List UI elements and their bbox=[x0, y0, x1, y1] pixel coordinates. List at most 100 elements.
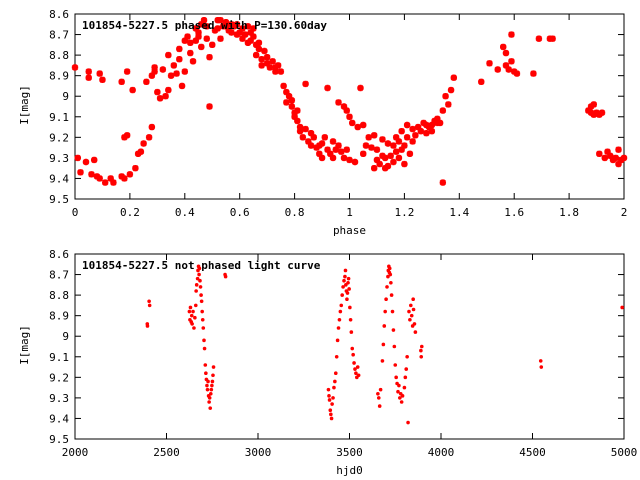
data-point bbox=[411, 297, 415, 302]
data-point bbox=[181, 68, 188, 75]
data-point bbox=[423, 121, 430, 129]
x-tick-label: 5000 bbox=[611, 446, 638, 459]
data-point bbox=[419, 344, 424, 349]
data-point bbox=[318, 140, 326, 147]
data-point bbox=[121, 134, 128, 141]
x-tick-label: 1.6 bbox=[504, 206, 524, 219]
data-point bbox=[176, 56, 183, 63]
data-point bbox=[392, 148, 400, 155]
plot-title: 101854-5227.5 not phased light curve bbox=[82, 259, 321, 272]
data-point bbox=[406, 150, 414, 157]
data-point bbox=[208, 391, 213, 396]
data-point bbox=[85, 74, 92, 81]
data-point bbox=[349, 330, 354, 334]
data-point bbox=[587, 109, 595, 116]
data-point bbox=[82, 158, 90, 166]
data-point bbox=[368, 144, 375, 151]
data-point bbox=[96, 175, 103, 182]
data-point bbox=[329, 412, 333, 417]
data-point bbox=[601, 154, 608, 162]
data-point bbox=[231, 23, 238, 30]
data-point bbox=[414, 123, 422, 131]
data-point bbox=[228, 21, 235, 28]
data-point bbox=[362, 142, 370, 149]
data-point bbox=[209, 41, 216, 49]
data-point bbox=[326, 387, 331, 392]
data-point bbox=[360, 150, 367, 157]
data-point bbox=[167, 72, 175, 79]
data-point bbox=[500, 43, 507, 51]
data-point bbox=[189, 58, 197, 65]
data-point bbox=[434, 115, 441, 123]
data-point bbox=[188, 305, 193, 310]
x-tick-label: 0.6 bbox=[230, 206, 250, 219]
data-point bbox=[596, 111, 603, 118]
data-point bbox=[294, 107, 301, 114]
data-point bbox=[101, 179, 109, 186]
data-point bbox=[371, 164, 378, 172]
x-tick-label: 1.8 bbox=[559, 206, 579, 219]
data-point bbox=[202, 338, 206, 343]
data-point bbox=[255, 39, 263, 46]
data-point bbox=[96, 70, 103, 77]
data-point bbox=[189, 313, 194, 318]
data-point bbox=[201, 326, 206, 330]
y-tick-label: 9.4 bbox=[49, 412, 69, 425]
data-point bbox=[348, 317, 353, 322]
data-point bbox=[283, 99, 290, 106]
data-point bbox=[156, 95, 164, 102]
data-point bbox=[93, 173, 101, 180]
data-point bbox=[394, 375, 398, 380]
y-axis-title: I[mag] bbox=[18, 325, 31, 365]
phased-light-curve-panel: 8.6 8.7 8.8 8.9 9 9.1 9.2 9.3 9.4 9.50 0.2 0.4 0.6 0.… bbox=[18, 8, 627, 237]
data-point bbox=[208, 406, 213, 410]
data-point bbox=[250, 25, 257, 32]
data-point bbox=[376, 391, 380, 396]
data-point bbox=[209, 387, 214, 392]
data-point bbox=[151, 68, 158, 75]
data-point bbox=[159, 66, 167, 73]
data-point bbox=[349, 119, 356, 127]
data-point bbox=[401, 160, 408, 168]
data-point bbox=[204, 371, 208, 376]
data-point bbox=[294, 117, 301, 125]
data-point bbox=[354, 371, 358, 376]
data-point bbox=[170, 62, 178, 69]
data-point bbox=[340, 103, 348, 110]
data-point bbox=[239, 35, 246, 42]
data-point bbox=[339, 303, 344, 308]
data-point bbox=[272, 68, 279, 75]
data-point bbox=[266, 64, 274, 71]
data-point bbox=[351, 352, 355, 357]
data-point bbox=[390, 309, 395, 314]
data-point bbox=[194, 283, 199, 287]
data-point bbox=[386, 274, 390, 279]
data-point bbox=[412, 132, 419, 139]
data-point bbox=[118, 173, 125, 180]
data-point bbox=[143, 78, 150, 86]
data-point bbox=[355, 365, 360, 369]
data-point bbox=[412, 322, 417, 326]
data-point bbox=[187, 309, 192, 314]
data-point bbox=[413, 330, 418, 334]
data-point bbox=[392, 134, 400, 141]
data-point bbox=[345, 291, 350, 295]
data-point bbox=[332, 385, 336, 390]
data-point bbox=[205, 387, 210, 392]
data-point bbox=[233, 31, 241, 38]
x-axis-title: phase bbox=[333, 224, 366, 237]
data-point bbox=[302, 80, 309, 88]
data-point bbox=[336, 326, 341, 330]
data-point bbox=[333, 371, 338, 376]
data-point bbox=[373, 156, 381, 164]
data-point bbox=[148, 123, 156, 131]
data-point bbox=[195, 29, 202, 36]
data-point bbox=[123, 68, 131, 75]
data-point bbox=[387, 266, 392, 271]
data-point bbox=[193, 315, 197, 320]
data-point bbox=[343, 146, 350, 153]
data-point bbox=[307, 142, 315, 149]
data-point bbox=[340, 154, 348, 162]
data-point bbox=[165, 51, 172, 59]
data-point bbox=[148, 72, 156, 79]
